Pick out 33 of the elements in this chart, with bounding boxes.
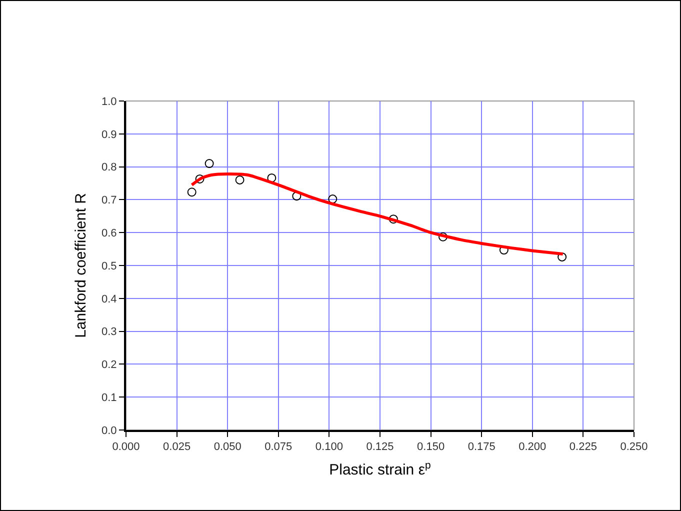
x-axis-title: Plastic strain ε$^{p}$ xyxy=(329,459,432,479)
x-tick-label: 0.025 xyxy=(163,441,191,454)
point xyxy=(187,188,196,197)
y-tick-label: 0.5 xyxy=(102,260,117,272)
point xyxy=(235,175,244,184)
x-tick-label: 0.250 xyxy=(620,441,648,454)
y-tick-label: 0.2 xyxy=(102,359,117,372)
y-tick-label: 0.9 xyxy=(102,128,117,141)
y-tick-label: 0.0 xyxy=(102,424,117,437)
x-tick-label: 0.200 xyxy=(518,441,546,454)
x-tick-label: 0.050 xyxy=(214,441,242,454)
y-tick-label: 1.0 xyxy=(102,96,117,108)
y-tick-label: 0.3 xyxy=(102,326,117,338)
x-tick-label: 0.175 xyxy=(468,441,496,454)
point xyxy=(558,252,567,262)
x-tick-label: 0.225 xyxy=(569,441,597,454)
y-tick-label: 0.8 xyxy=(102,162,117,174)
x-tick-label: 0.100 xyxy=(315,441,343,454)
x-tick-label: 0.150 xyxy=(417,441,445,454)
y-tick-label: 0.1 xyxy=(102,392,117,404)
y-tick-label: 0.7 xyxy=(102,194,117,207)
y-tick-label: 0.4 xyxy=(102,293,117,306)
point xyxy=(388,214,398,224)
x-tick-label: 0.075 xyxy=(264,441,292,454)
point xyxy=(195,174,204,184)
x-tick-label: 0.000 xyxy=(112,441,140,454)
y-axis-title: Lankford coefficient R xyxy=(72,192,90,338)
x-tick-label: 0.125 xyxy=(366,441,394,454)
point xyxy=(438,232,448,242)
point xyxy=(267,173,276,182)
point xyxy=(204,159,214,168)
point xyxy=(328,194,338,204)
y-tick-label: 0.6 xyxy=(102,227,117,240)
